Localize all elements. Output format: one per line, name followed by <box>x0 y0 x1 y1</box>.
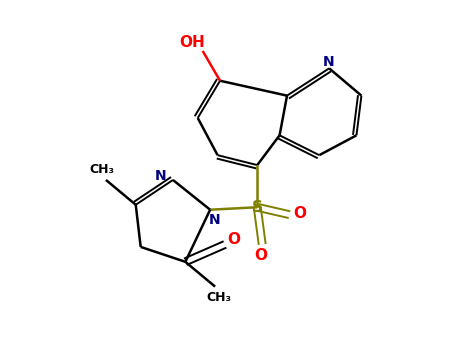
Text: N: N <box>323 55 334 69</box>
Text: O: O <box>293 206 306 221</box>
Text: O: O <box>255 248 268 263</box>
Text: N: N <box>155 169 167 183</box>
Text: OH: OH <box>179 35 205 50</box>
Text: O: O <box>228 232 240 247</box>
Text: CH₃: CH₃ <box>207 291 232 304</box>
Text: N: N <box>208 213 220 227</box>
Text: CH₃: CH₃ <box>90 162 115 176</box>
Text: S: S <box>252 200 263 215</box>
